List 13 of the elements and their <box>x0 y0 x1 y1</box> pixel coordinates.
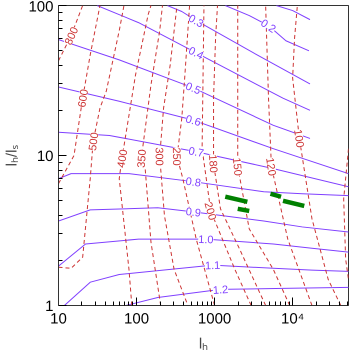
x-tick-label: 1000 <box>198 310 232 328</box>
y-axis-title: lₕ/lₛ <box>3 144 20 166</box>
x-tick-label: 100 <box>124 310 150 328</box>
x-axis-title: lₕ <box>198 336 208 352</box>
series-label: 800 <box>62 25 82 47</box>
series-label: 0.6 <box>184 113 202 130</box>
series-label: 0.3 <box>186 12 206 30</box>
series-label: 0.2 <box>258 17 278 36</box>
series-label: 0.5 <box>184 80 202 98</box>
series-label: 0.4 <box>186 44 206 62</box>
y-tick-label: 100 <box>28 0 54 16</box>
y-tick-label: 10 <box>36 148 54 165</box>
x-tick-label: 10⁴ <box>281 310 304 328</box>
